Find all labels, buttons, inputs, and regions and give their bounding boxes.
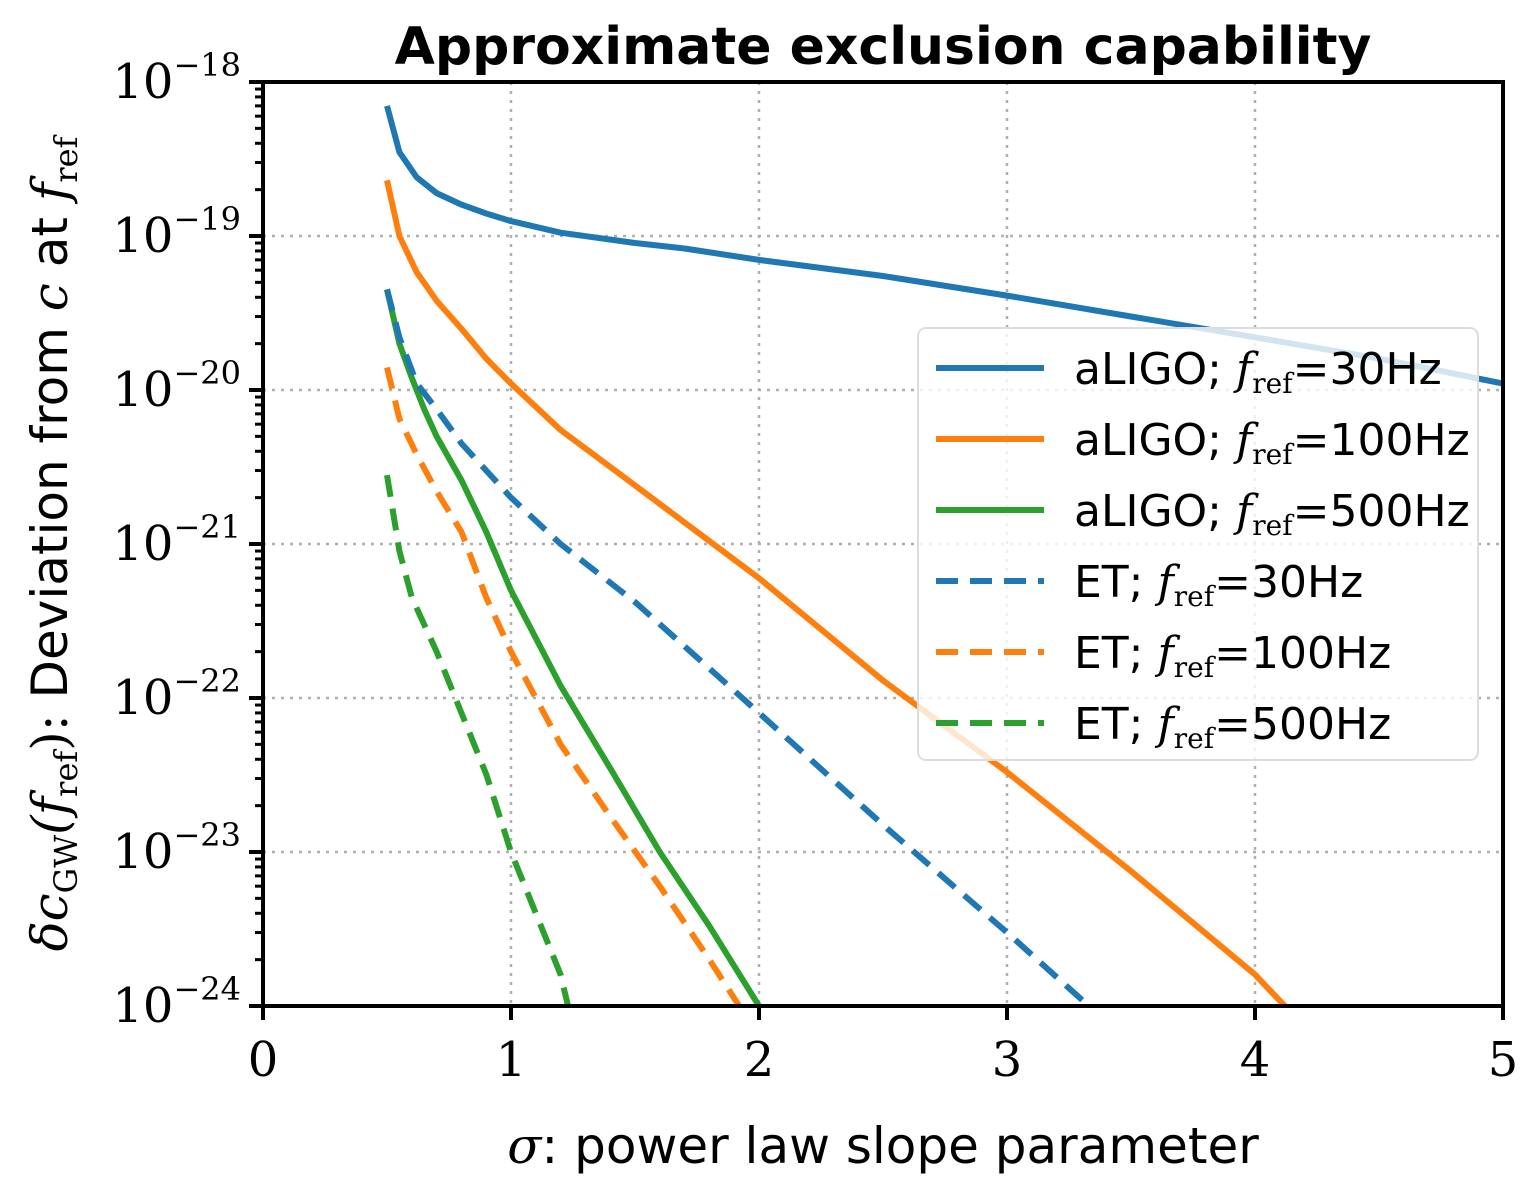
y-tick-label: 10−18 [112, 46, 241, 110]
series-line-6 [384, 474, 571, 1006]
y-tick-label: 10−24 [112, 970, 241, 1034]
y-axis-label-sub: GW [47, 835, 85, 894]
y-axis-label-text: Deviation from [21, 311, 79, 714]
legend-box [917, 327, 1479, 761]
legend-label-4: ET; fref=30Hz [1074, 557, 1363, 613]
y-tick-label: 10−21 [112, 508, 241, 572]
x-tick-label: 3 [992, 1032, 1023, 1088]
x-axis-label-text: : power law slope parameter [541, 1117, 1259, 1175]
y-axis-label-sub2: ref [47, 749, 85, 797]
tick-labels: 0 1 2 3 4 5 10−18 10−19 10−20 10−21 10−22 10−23 10−2… [112, 46, 1518, 1088]
plot-area [384, 105, 1503, 1006]
x-tick-label: 1 [496, 1032, 527, 1088]
x-tick-label: 0 [248, 1032, 279, 1088]
y-axis-label-at: at [21, 201, 79, 283]
y-tick-label: 10−22 [112, 662, 241, 726]
legend-label-5: ET; fref=100Hz [1074, 628, 1391, 684]
series-line-2 [384, 179, 1287, 1006]
series-layer [384, 105, 1503, 1006]
series-line-3 [384, 288, 762, 1006]
x-tick-label: 2 [744, 1032, 775, 1088]
axis-ticks [249, 80, 1505, 1020]
y-axis-label: δcGW(fref): Deviation from c at fref [21, 134, 85, 951]
x-axis-label: σ: power law slope parameter [507, 1117, 1259, 1175]
y-tick-label: 10−20 [112, 354, 241, 418]
y-axis-label-symbol: δc [21, 893, 79, 951]
y-axis-label-mid: (f [21, 789, 79, 835]
y-axis-label-c: c [21, 283, 79, 311]
x-tick-label: 4 [1240, 1032, 1271, 1088]
y-tick-label: 10−23 [112, 816, 241, 880]
series-line-5 [384, 366, 742, 1006]
y-axis-label-close: ): [21, 714, 79, 750]
x-tick-label: 5 [1488, 1032, 1519, 1088]
y-tick-label: 10−19 [112, 200, 241, 264]
x-axis-label-symbol: σ [507, 1117, 543, 1175]
series-line-1 [384, 105, 1503, 387]
legend: aLIGO; fref=30Hz aLIGO; fref=100Hz aLIGO; … [917, 327, 1479, 761]
series-line-4 [384, 288, 1091, 1006]
legend-label-6: ET; fref=500Hz [1074, 699, 1391, 755]
chart-title: Approximate exclusion capability [395, 17, 1372, 77]
legend-label-1: aLIGO; fref=30Hz [1074, 344, 1442, 400]
plot-frame [261, 80, 1505, 1008]
legend-label-3: aLIGO; fref=500Hz [1074, 486, 1470, 542]
y-axis-label-sub3: ref [47, 134, 85, 182]
legend-label-2: aLIGO; fref=100Hz [1074, 415, 1470, 471]
